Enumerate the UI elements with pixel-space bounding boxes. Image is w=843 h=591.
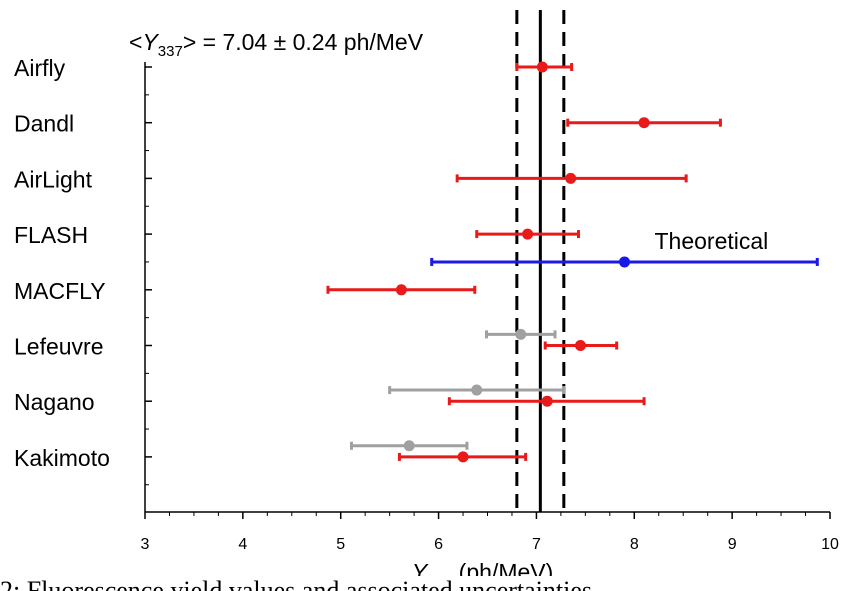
category-label: Airfly xyxy=(14,55,66,81)
data-point-macfly xyxy=(326,284,477,296)
data-point-nagano xyxy=(388,384,566,396)
x-tick-label: 3 xyxy=(141,536,150,553)
series-label-theoretical: Theoretical xyxy=(655,228,769,254)
category-label: FLASH xyxy=(14,222,88,248)
category-label: Lefeuvre xyxy=(14,334,104,360)
x-tick-label: 6 xyxy=(434,536,443,553)
point-marker xyxy=(638,117,650,129)
x-tick-label: 8 xyxy=(630,536,639,553)
category-label: AirLight xyxy=(14,166,93,192)
data-point-lefeuvre xyxy=(543,340,619,351)
data-point-flash xyxy=(475,228,581,240)
category-label: Nagano xyxy=(14,389,95,415)
point-marker xyxy=(403,440,415,452)
x-tick-label: 4 xyxy=(238,536,247,553)
x-axis-label: Y337 (ph/MeV) xyxy=(412,559,553,576)
point-marker xyxy=(565,172,577,184)
point-marker xyxy=(619,256,630,268)
category-label: MACFLY xyxy=(14,278,106,304)
data-point-kakimoto xyxy=(397,451,528,463)
x-tick-label: 10 xyxy=(821,536,839,553)
data-point-lefeuvre xyxy=(485,328,557,340)
x-tick-label: 9 xyxy=(728,536,737,553)
data-point-nagano xyxy=(447,395,646,407)
point-marker xyxy=(574,340,586,351)
point-marker xyxy=(471,384,483,396)
point-marker xyxy=(457,451,469,463)
point-marker xyxy=(541,395,553,407)
point-marker xyxy=(515,328,527,340)
data-point-flash: Theoretical xyxy=(430,228,819,268)
point-marker xyxy=(536,61,548,73)
point-marker xyxy=(522,228,534,240)
data-point-dandl xyxy=(566,117,722,129)
data-point-airlight xyxy=(455,172,688,184)
chart-title: <Y337> = 7.04 ± 0.24 ph/MeV xyxy=(129,29,424,60)
data-point-airfly xyxy=(515,61,574,73)
x-tick-label: 5 xyxy=(336,536,345,553)
point-marker xyxy=(395,284,407,296)
data-point-kakimoto xyxy=(349,440,469,452)
category-label: Kakimoto xyxy=(14,445,110,471)
category-label: Dandl xyxy=(14,111,74,137)
forest-plot: 3 4 5 6 7 8 9 10 Theoretical Airfly Dandl AirLigh… xyxy=(14,10,839,576)
figure-caption: 2: Fluorescence yield values and associa… xyxy=(0,576,593,591)
x-tick-label: 7 xyxy=(532,536,541,553)
